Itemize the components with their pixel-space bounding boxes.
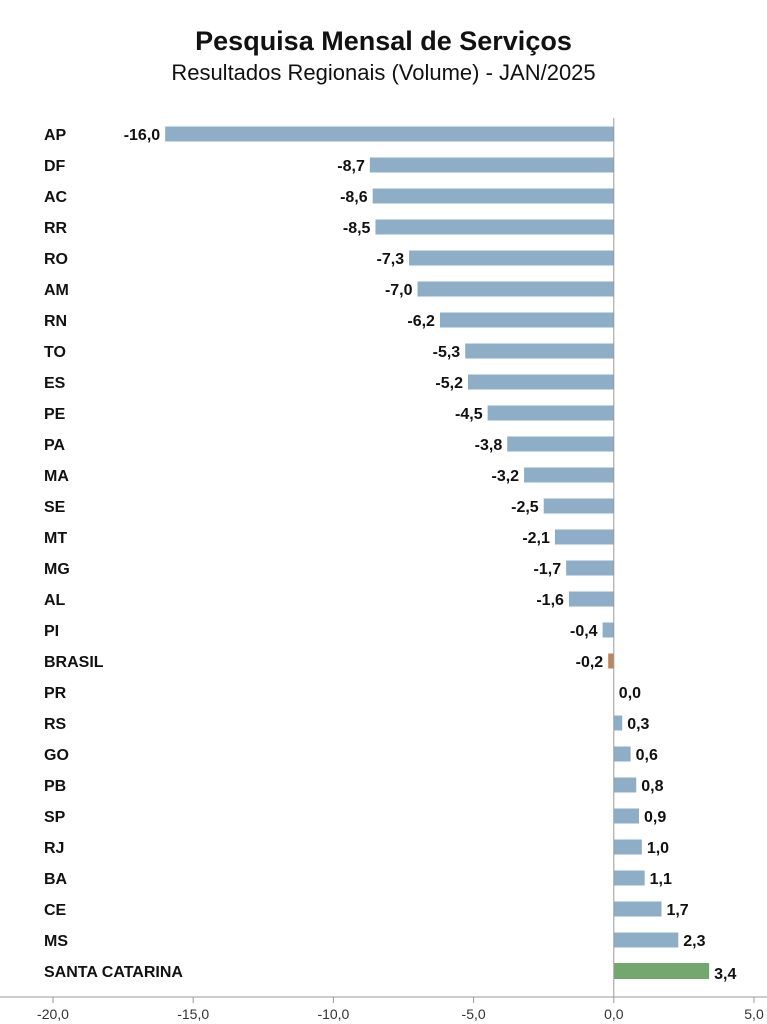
x-tick-label: -10,0 <box>317 1006 349 1022</box>
value-label-ce: 1,7 <box>666 902 688 919</box>
bar-ac <box>372 188 614 204</box>
bars-group <box>165 126 710 979</box>
category-label-santa-catarina: SANTA CATARINA <box>44 964 183 981</box>
value-label-ap: -16,0 <box>124 127 161 144</box>
x-axis: -20,0 -15,0 -10,0 -5,0 0,0 5,0 <box>0 118 767 1022</box>
bar-ap <box>165 126 614 142</box>
bar-mg <box>566 560 614 576</box>
category-label-df: DF <box>44 158 66 175</box>
value-label-rs: 0,3 <box>627 716 649 733</box>
value-label-ms: 2,3 <box>683 933 705 950</box>
category-label-pr: PR <box>44 685 67 702</box>
category-label-mt: MT <box>44 530 67 547</box>
chart-title: Pesquisa Mensal de Serviços <box>195 26 572 56</box>
value-label-pe: -4,5 <box>455 406 483 423</box>
category-label-ro: RO <box>44 251 68 268</box>
bar-pi <box>602 622 614 638</box>
bar-brasil <box>608 653 614 669</box>
bar-santa-catarina <box>613 963 710 979</box>
category-label-mg: MG <box>44 561 70 578</box>
bar-df <box>369 157 614 173</box>
value-label-se: -2,5 <box>511 499 539 516</box>
labels-group: AP -16,0 DF -8,7 AC -8,6 RR -8,5 RO -7,3 AM -7,0 RN -… <box>44 127 736 983</box>
category-label-rr: RR <box>44 220 68 237</box>
category-label-ap: AP <box>44 127 67 144</box>
value-label-to: -5,3 <box>433 344 461 361</box>
category-label-go: GO <box>44 747 69 764</box>
bar-ro <box>409 250 614 266</box>
category-label-sp: SP <box>44 809 66 826</box>
bar-to <box>465 343 614 359</box>
value-label-pa: -3,8 <box>475 437 503 454</box>
bar-al <box>568 591 614 607</box>
bar-rj <box>613 839 642 855</box>
value-label-brasil: -0,2 <box>576 654 604 671</box>
bar-rn <box>439 312 614 328</box>
value-label-rj: 1,0 <box>647 840 669 857</box>
bar-pb <box>613 777 637 793</box>
category-label-se: SE <box>44 499 66 516</box>
bar-pa <box>507 436 614 452</box>
category-label-al: AL <box>44 592 66 609</box>
x-tick-label: -20,0 <box>37 1006 69 1022</box>
bar-rs <box>613 715 623 731</box>
value-label-rn: -6,2 <box>407 313 435 330</box>
value-label-ro: -7,3 <box>377 251 405 268</box>
bar-es <box>467 374 614 390</box>
category-label-ms: MS <box>44 933 68 950</box>
category-label-ma: MA <box>44 468 69 485</box>
category-label-rs: RS <box>44 716 67 733</box>
x-tick-label: -15,0 <box>177 1006 209 1022</box>
bar-am <box>417 281 614 297</box>
category-label-to: TO <box>44 344 66 361</box>
category-label-ba: BA <box>44 871 68 888</box>
category-label-brasil: BRASIL <box>44 654 104 671</box>
value-label-es: -5,2 <box>435 375 463 392</box>
category-label-rn: RN <box>44 313 67 330</box>
value-label-pb: 0,8 <box>641 778 663 795</box>
chart-subtitle: Resultados Regionais (Volume) - JAN/2025 <box>171 60 596 85</box>
x-tick-label: 5,0 <box>744 1006 764 1022</box>
value-label-ma: -3,2 <box>491 468 519 485</box>
value-label-sp: 0,9 <box>644 809 666 826</box>
category-label-rj: RJ <box>44 840 64 857</box>
bar-pe <box>487 405 614 421</box>
category-label-ce: CE <box>44 902 67 919</box>
category-label-pa: PA <box>44 437 65 454</box>
bar-sp <box>613 808 640 824</box>
category-label-pb: PB <box>44 778 66 795</box>
value-label-al: -1,6 <box>536 592 564 609</box>
value-label-mt: -2,1 <box>522 530 550 547</box>
value-label-am: -7,0 <box>385 282 413 299</box>
value-label-ac: -8,6 <box>340 189 368 206</box>
x-tick-label: 0,0 <box>604 1006 624 1022</box>
bar-mt <box>554 529 614 545</box>
category-label-am: AM <box>44 282 69 299</box>
bar-ms <box>613 932 679 948</box>
bar-se <box>543 498 614 514</box>
bar-go <box>613 746 631 762</box>
bar-ba <box>613 870 645 886</box>
value-label-pr: 0,0 <box>619 685 641 702</box>
category-label-ac: AC <box>44 189 68 206</box>
bar-ma <box>524 467 614 483</box>
value-label-pi: -0,4 <box>570 623 598 640</box>
value-label-ba: 1,1 <box>650 871 672 888</box>
value-label-rr: -8,5 <box>343 220 371 237</box>
x-tick-label: -5,0 <box>462 1006 486 1022</box>
value-label-df: -8,7 <box>337 158 365 175</box>
value-label-mg: -1,7 <box>534 561 562 578</box>
category-label-pe: PE <box>44 406 66 423</box>
category-label-pi: PI <box>44 623 59 640</box>
bar-rr <box>375 219 614 235</box>
category-label-es: ES <box>44 375 66 392</box>
bar-ce <box>613 901 662 917</box>
value-label-go: 0,6 <box>636 747 658 764</box>
value-label-santa-catarina: 3,4 <box>714 966 736 983</box>
